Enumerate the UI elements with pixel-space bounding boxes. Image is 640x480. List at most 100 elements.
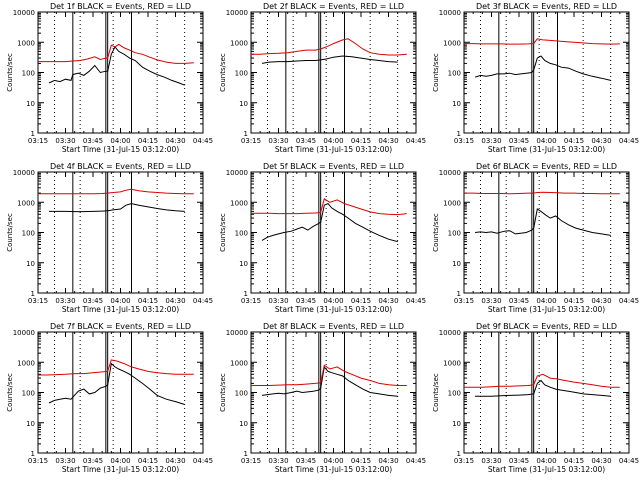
y-tick-label: 1 [457, 290, 461, 298]
x-tick-label: 03:45 [296, 137, 316, 145]
y-tick-label: 10 [452, 260, 461, 268]
x-tick-label: 03:15 [241, 457, 261, 465]
x-tick-label: 03:45 [296, 457, 316, 465]
plot-frame [37, 11, 204, 134]
chart-title: Det 7f BLACK = Events, RED = LLD [50, 322, 191, 331]
x-tick-label: 04:45 [193, 297, 213, 305]
y-tick-label: 1 [457, 130, 461, 138]
chart-panel-1: Det 1f BLACK = Events, RED = LLD 1 10 100 10… [6, 2, 213, 154]
events-series-line [261, 365, 398, 397]
x-tick-label: 03:15 [28, 137, 48, 145]
x-tick-label: 03:45 [296, 297, 316, 305]
x-tick-label: 04:45 [619, 297, 639, 305]
y-tick-label: 100 [448, 70, 461, 78]
y-tick-label: 1 [457, 450, 461, 458]
x-tick-label: 04:30 [591, 457, 611, 465]
x-tick-label: 03:45 [83, 137, 103, 145]
x-tick-label: 03:15 [28, 457, 48, 465]
x-tick-label: 04:00 [110, 457, 130, 465]
y-tick-label: 10000 [13, 329, 35, 337]
chart-panel-5: Det 5f BLACK = Events, RED = LLD 1 10 100 10… [219, 162, 426, 314]
y-axis-label: Counts/sec [219, 53, 227, 92]
y-tick-label: 1 [244, 450, 248, 458]
x-axis-label: Start Time (31-Jul-15 03:12:00) [488, 465, 605, 474]
y-tick-label: 10 [26, 100, 35, 108]
x-tick-label: 03:30 [55, 137, 75, 145]
chart-title: Det 3f BLACK = Events, RED = LLD [476, 2, 617, 11]
y-tick-label: 10 [26, 260, 35, 268]
y-tick-label: 1 [31, 130, 35, 138]
x-tick-label: 04:45 [619, 137, 639, 145]
events-series-line [48, 362, 185, 405]
y-tick-label: 100 [22, 230, 35, 238]
y-tick-label: 100 [235, 230, 248, 238]
lld-series-line [251, 38, 407, 56]
x-tick-label: 04:30 [591, 137, 611, 145]
y-tick-label: 100 [448, 230, 461, 238]
x-tick-label: 04:45 [406, 137, 426, 145]
chart-title: Det 8f BLACK = Events, RED = LLD [263, 322, 404, 331]
chart-title: Det 5f BLACK = Events, RED = LLD [263, 162, 404, 171]
x-tick-label: 04:30 [591, 297, 611, 305]
x-tick-label: 03:45 [509, 137, 529, 145]
x-tick-label: 04:00 [536, 297, 556, 305]
x-tick-label: 04:45 [193, 137, 213, 145]
x-tick-label: 04:00 [110, 297, 130, 305]
events-series-line [261, 202, 398, 243]
x-tick-label: 04:15 [138, 297, 158, 305]
x-tick-label: 03:15 [454, 137, 474, 145]
y-axis-label: Counts/sec [219, 213, 227, 252]
x-tick-label: 03:15 [241, 137, 261, 145]
events-series-line [49, 203, 185, 213]
y-tick-label: 100 [235, 390, 248, 398]
x-tick-label: 04:00 [536, 137, 556, 145]
x-tick-label: 04:30 [165, 297, 185, 305]
x-tick-label: 03:30 [268, 457, 288, 465]
y-tick-label: 10000 [439, 169, 461, 177]
x-tick-label: 04:15 [351, 297, 371, 305]
x-tick-label: 03:45 [509, 297, 529, 305]
chart-title: Det 9f BLACK = Events, RED = LLD [476, 322, 617, 331]
chart-title: Det 1f BLACK = Events, RED = LLD [50, 2, 191, 11]
x-tick-label: 04:00 [110, 137, 130, 145]
lld-series-line [38, 188, 194, 195]
y-axis-label: Counts/sec [219, 373, 227, 412]
x-tick-label: 04:00 [323, 297, 343, 305]
plot-frame [250, 171, 417, 294]
x-tick-label: 04:00 [323, 137, 343, 145]
chart-title: Det 6f BLACK = Events, RED = LLD [476, 162, 617, 171]
y-tick-label: 1000 [443, 359, 461, 367]
x-tick-label: 04:30 [378, 457, 398, 465]
x-tick-label: 04:15 [351, 137, 371, 145]
x-axis-label: Start Time (31-Jul-15 03:12:00) [275, 305, 392, 314]
x-tick-label: 03:15 [28, 297, 48, 305]
y-tick-label: 1000 [17, 199, 35, 207]
y-tick-label: 10000 [13, 9, 35, 17]
y-axis-label: Counts/sec [432, 213, 440, 252]
x-tick-label: 04:15 [564, 137, 584, 145]
lld-series-line [251, 198, 407, 216]
x-axis-label: Start Time (31-Jul-15 03:12:00) [275, 465, 392, 474]
y-tick-label: 100 [22, 70, 35, 78]
y-tick-label: 1000 [230, 39, 248, 47]
y-tick-label: 1000 [230, 359, 248, 367]
lld-series-line [38, 43, 194, 64]
chart-panel-7: Det 7f BLACK = Events, RED = LLD 1 10 100 10… [6, 322, 213, 474]
plot-frame [463, 331, 630, 454]
y-axis-label: Counts/sec [432, 53, 440, 92]
y-tick-label: 10 [26, 420, 35, 428]
plot-frame [463, 11, 630, 134]
x-tick-label: 03:45 [83, 297, 103, 305]
x-tick-label: 03:30 [268, 137, 288, 145]
y-tick-label: 1000 [443, 39, 461, 47]
y-tick-label: 100 [235, 70, 248, 78]
y-axis-label: Counts/sec [432, 373, 440, 412]
x-tick-label: 04:15 [138, 457, 158, 465]
y-tick-label: 1 [244, 290, 248, 298]
chart-panel-3: Det 3f BLACK = Events, RED = LLD 1 10 100 10… [432, 2, 639, 154]
y-axis-label: Counts/sec [6, 53, 14, 92]
x-tick-label: 03:15 [241, 297, 261, 305]
y-axis-label: Counts/sec [6, 373, 14, 412]
y-tick-label: 10 [239, 100, 248, 108]
chart-panel-6: Det 6f BLACK = Events, RED = LLD 1 10 100 10… [432, 162, 639, 314]
